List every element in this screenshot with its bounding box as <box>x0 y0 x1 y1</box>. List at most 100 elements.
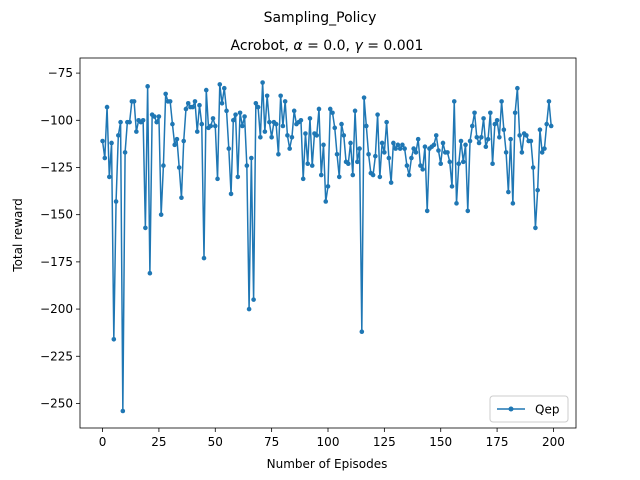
data-point <box>269 134 274 140</box>
data-point <box>519 150 525 155</box>
data-point <box>373 153 378 159</box>
data-point <box>321 142 326 148</box>
data-point <box>246 306 252 312</box>
data-point <box>404 163 410 168</box>
data-point <box>249 155 254 161</box>
data-point <box>409 155 414 161</box>
data-point <box>131 99 137 104</box>
data-point <box>438 161 444 167</box>
data-point <box>474 134 480 140</box>
data-point <box>212 123 218 129</box>
data-point <box>481 116 486 121</box>
x-tick-label: 175 <box>486 435 509 449</box>
data-point <box>422 144 428 150</box>
x-tick-label: 0 <box>99 435 107 449</box>
x-tick-label: 200 <box>542 435 565 449</box>
y-tick-label: −250 <box>40 396 73 410</box>
data-point <box>384 119 389 125</box>
data-point <box>163 91 168 97</box>
data-point <box>542 146 547 151</box>
x-tick-label: 25 <box>151 435 166 449</box>
data-point <box>366 151 371 157</box>
data-point <box>278 93 283 99</box>
data-point <box>147 270 153 276</box>
data-point <box>483 144 489 150</box>
data-point <box>334 151 340 157</box>
data-point <box>503 150 509 155</box>
data-point <box>210 116 216 121</box>
data-point <box>251 297 256 302</box>
data-point <box>418 163 423 168</box>
data-point <box>197 102 202 108</box>
data-point <box>445 150 450 155</box>
data-point <box>285 133 290 138</box>
y-tick-label: −175 <box>40 255 73 269</box>
data-point <box>528 138 534 144</box>
data-point <box>382 150 387 155</box>
data-point <box>109 140 114 146</box>
data-point <box>107 174 112 180</box>
data-point <box>515 85 520 91</box>
data-point <box>307 116 313 121</box>
legend-marker <box>508 406 514 412</box>
data-point <box>242 114 247 119</box>
data-point <box>181 138 187 144</box>
data-point <box>424 208 430 214</box>
data-point <box>231 118 236 123</box>
data-point <box>258 134 263 140</box>
data-point <box>460 159 466 165</box>
data-point <box>118 119 123 125</box>
data-point <box>167 99 173 104</box>
data-point <box>517 133 522 138</box>
data-point <box>345 161 351 167</box>
data-point <box>260 80 265 85</box>
data-point <box>436 148 441 153</box>
data-point <box>145 84 150 89</box>
data-point <box>533 225 538 231</box>
data-point <box>122 150 128 155</box>
x-tick-label: 125 <box>373 435 396 449</box>
data-point <box>314 133 320 138</box>
title-alpha-symbol: α <box>293 38 303 54</box>
data-point <box>327 106 333 112</box>
data-point <box>348 140 353 146</box>
data-point <box>219 101 225 106</box>
data-point <box>508 136 513 142</box>
data-point <box>215 176 220 182</box>
data-point <box>431 142 437 148</box>
data-point <box>379 140 385 146</box>
data-point <box>413 150 419 155</box>
data-point <box>309 163 315 168</box>
data-point <box>298 118 304 123</box>
data-point <box>485 136 491 142</box>
data-point <box>510 201 516 206</box>
data-point <box>400 142 405 148</box>
data-point <box>341 133 347 138</box>
data-point <box>203 87 209 93</box>
data-point <box>352 108 358 114</box>
x-tick-label: 75 <box>264 435 279 449</box>
data-point <box>190 104 196 110</box>
data-point <box>237 110 243 116</box>
x-axis-label: Number of Episodes <box>267 457 388 471</box>
data-point <box>158 212 164 217</box>
data-point <box>104 104 110 110</box>
data-point <box>388 180 394 185</box>
data-point <box>530 165 536 170</box>
chart-suptitle: Sampling_Policy <box>264 10 377 26</box>
data-point <box>235 174 241 180</box>
data-point <box>336 174 342 180</box>
data-point <box>287 146 292 151</box>
data-point <box>134 129 139 134</box>
data-point <box>339 121 344 127</box>
data-point <box>357 146 362 151</box>
data-point <box>228 191 234 197</box>
y-tick-label: −75 <box>48 66 73 80</box>
data-point <box>395 142 401 148</box>
data-point <box>192 99 198 104</box>
data-point <box>174 136 180 142</box>
data-point <box>537 127 543 133</box>
data-point <box>323 199 329 204</box>
legend: Qep <box>489 395 569 423</box>
